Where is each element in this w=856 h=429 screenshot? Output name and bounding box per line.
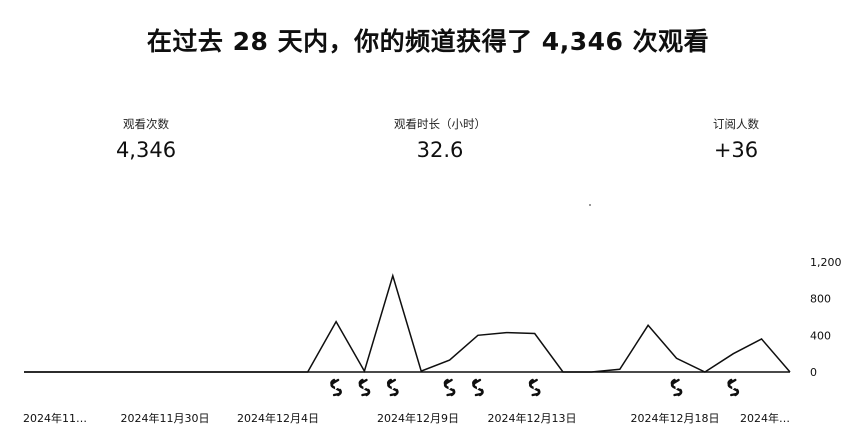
metric-subscribers-value: +36: [713, 138, 759, 162]
x-tick-label: 2024年…: [740, 411, 790, 425]
data-point[interactable]: [361, 368, 367, 374]
data-point[interactable]: [21, 369, 27, 375]
metric-views-value: 4,346: [115, 138, 177, 162]
y-tick-label: 0: [810, 366, 817, 379]
data-point[interactable]: [674, 355, 680, 361]
y-tick-label: 800: [810, 293, 831, 306]
x-tick-label: 2024年11…: [23, 411, 87, 425]
data-point[interactable]: [163, 369, 169, 375]
data-point[interactable]: [645, 322, 651, 328]
shorts-icon[interactable]: [472, 378, 484, 397]
metric-watch-time[interactable]: 观看时长（小时） 32.6: [370, 116, 510, 162]
y-tick-label: 400: [810, 329, 831, 342]
metric-subscribers[interactable]: 订阅人数 +36: [680, 116, 792, 162]
y-tick-label: 1,200: [810, 256, 842, 269]
data-point[interactable]: [447, 357, 453, 363]
data-point[interactable]: [702, 369, 708, 375]
data-point[interactable]: [220, 369, 226, 375]
shorts-icon[interactable]: [386, 378, 399, 397]
decorative-dot: [589, 204, 591, 206]
shorts-icon[interactable]: [670, 378, 683, 397]
shorts-icon[interactable]: [727, 378, 740, 397]
data-point[interactable]: [503, 330, 509, 336]
data-point[interactable]: [532, 331, 538, 337]
x-tick-label: 2024年11月30日: [121, 411, 210, 425]
x-tick-label: 2024年12月9日: [377, 411, 459, 425]
metric-views[interactable]: 观看次数 4,346: [86, 116, 206, 162]
views-series-line: [24, 273, 791, 373]
shorts-icon[interactable]: [358, 378, 371, 397]
x-tick-label: 2024年12月18日: [631, 411, 720, 425]
data-point[interactable]: [191, 369, 197, 375]
metric-watch-time-value: 32.6: [416, 138, 464, 162]
data-point[interactable]: [617, 366, 623, 372]
page-headline: 在过去 28 天内，你的频道获得了 4,346 次观看: [146, 27, 710, 56]
metric-views-label: 观看次数: [123, 117, 169, 131]
x-tick-label: 2024年12月4日: [237, 411, 319, 425]
data-point[interactable]: [134, 369, 140, 375]
data-point[interactable]: [333, 319, 339, 325]
data-point[interactable]: [560, 369, 566, 375]
data-point[interactable]: [305, 369, 311, 375]
views-line-chart[interactable]: 1,200 800 400 0 2024年11… 2024年11月30日 2024年12月4…: [0, 240, 856, 429]
metric-subscribers-label: 订阅人数: [713, 117, 759, 131]
data-point[interactable]: [418, 368, 424, 374]
data-point[interactable]: [78, 369, 84, 375]
data-point[interactable]: [475, 332, 481, 338]
shorts-icon[interactable]: [330, 378, 342, 397]
x-tick-label: 2024年12月13日: [488, 411, 577, 425]
metric-watch-time-label: 观看时长（小时）: [394, 117, 486, 131]
data-point[interactable]: [787, 369, 793, 375]
data-point[interactable]: [730, 351, 736, 357]
data-point[interactable]: [759, 336, 765, 342]
shorts-icon[interactable]: [528, 378, 541, 397]
data-point[interactable]: [248, 369, 254, 375]
data-point[interactable]: [276, 369, 282, 375]
data-point[interactable]: [106, 369, 112, 375]
shorts-icon[interactable]: [443, 378, 456, 397]
data-point[interactable]: [49, 369, 55, 375]
data-point[interactable]: [588, 369, 594, 375]
data-point[interactable]: [390, 273, 396, 279]
